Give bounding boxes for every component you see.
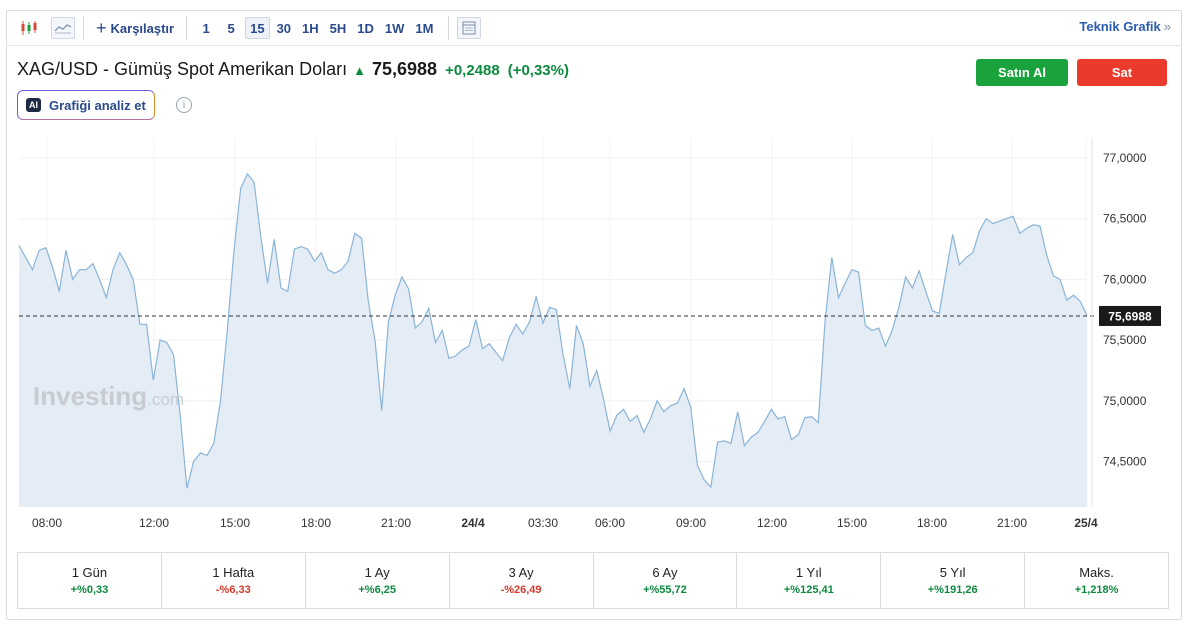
y-axis-tick: 75,0000: [1103, 394, 1147, 408]
x-axis-tick: 24/4: [461, 516, 485, 530]
performance-cell[interactable]: 5 Yıl +%191,26: [881, 553, 1026, 608]
table-view-icon[interactable]: [457, 17, 482, 39]
performance-cell[interactable]: Maks. +1,218%: [1025, 553, 1168, 608]
performance-period: 1 Yıl: [795, 565, 822, 580]
investing-watermark: Investing.com: [33, 381, 184, 411]
last-price-label: 75,6988: [1108, 309, 1152, 323]
period-button-30[interactable]: 30: [276, 20, 292, 36]
performance-cell[interactable]: 3 Ay -%26,49: [450, 553, 594, 608]
performance-period: 1 Gün: [71, 565, 108, 580]
y-axis-tick: 76,0000: [1103, 272, 1147, 286]
last-price: 75,6988: [371, 59, 438, 79]
compare-button[interactable]: + Karşılaştır: [92, 17, 178, 39]
price-change-percent: (+0,33%): [507, 62, 569, 79]
compare-label: Karşılaştır: [110, 20, 175, 36]
performance-value: -%26,49: [500, 584, 542, 596]
toolbar-divider: [83, 16, 84, 40]
period-button-5[interactable]: 5: [227, 20, 235, 36]
performance-value: +%125,41: [783, 584, 834, 596]
x-axis-tick: 18:00: [301, 516, 331, 530]
performance-value: +1,218%: [1074, 584, 1119, 596]
y-axis-tick: 75,5000: [1103, 333, 1147, 347]
period-button-1d[interactable]: 1D: [357, 20, 374, 36]
last-price-marker: [1099, 305, 1161, 326]
double-chevron-right-icon: »: [1163, 19, 1171, 34]
x-axis-tick: 12:00: [757, 516, 787, 530]
analyze-chart-button[interactable]: AI Grafiği analiz et: [17, 90, 155, 120]
y-axis-tick: 76,5000: [1103, 212, 1147, 226]
x-axis-tick: 21:00: [997, 516, 1027, 530]
y-axis-tick: 77,0000: [1103, 151, 1147, 165]
performance-value: +%6,25: [358, 584, 396, 596]
price-chart[interactable]: Investing.com 75,6988 77,0000 76,5000 76,000…: [7, 133, 1181, 538]
toolbar-divider: [186, 16, 188, 40]
x-axis-tick: 06:00: [595, 516, 625, 530]
area-chart-icon[interactable]: [51, 17, 75, 39]
period-button-1h[interactable]: 1H: [302, 20, 319, 36]
performance-value: +%55,72: [643, 584, 687, 596]
performance-period: 6 Ay: [652, 565, 678, 580]
instrument-header: XAG/USD - Gümüş Spot Amerikan Doları ▲ 7…: [17, 59, 569, 80]
performance-cell[interactable]: 1 Ay +%6,25: [306, 553, 450, 608]
sell-button[interactable]: Sat: [1077, 59, 1167, 86]
technical-chart-link[interactable]: Teknik Grafik»: [1079, 19, 1171, 34]
performance-cell[interactable]: 6 Ay +%55,72: [594, 553, 738, 608]
x-axis-tick: 15:00: [837, 516, 867, 530]
performance-period: 3 Ay: [508, 565, 534, 580]
performance-value: +%191,26: [927, 584, 978, 596]
plus-icon: +: [96, 18, 107, 38]
performance-cell[interactable]: 1 Yıl +%125,41: [737, 553, 882, 608]
x-axis-tick: 21:00: [381, 516, 411, 530]
performance-cell[interactable]: 1 Gün +%0,33: [18, 553, 162, 608]
performance-value: +%0,33: [70, 584, 109, 596]
x-axis-tick: 18:00: [917, 516, 947, 530]
price-change: +0,2488: [445, 62, 500, 79]
period-button-1m[interactable]: 1M: [415, 20, 434, 36]
ai-icon: AI: [26, 98, 41, 112]
performance-cell[interactable]: 1 Hafta -%6,33: [162, 553, 306, 608]
period-selector: 1 5 15 30 1H 5H 1D 1W 1M: [195, 17, 440, 39]
performance-period: 1 Hafta: [212, 565, 255, 580]
performance-value: -%6,33: [215, 584, 251, 596]
price-area: [19, 173, 1087, 508]
technical-chart-label: Teknik Grafik: [1079, 19, 1161, 34]
candlestick-icon[interactable]: [17, 17, 41, 39]
period-button-15[interactable]: 15: [245, 17, 270, 39]
instrument-title: XAG/USD - Gümüş Spot Amerikan Doları: [17, 59, 348, 79]
chart-toolbar: + Karşılaştır 1 5 15 30 1H 5H 1D 1W 1M Teknik Gr…: [7, 11, 1181, 46]
x-axis-tick: 12:00: [139, 516, 169, 530]
x-axis-tick: 08:00: [32, 516, 62, 530]
x-axis-tick: 15:00: [220, 516, 250, 530]
up-arrow-icon: ▲: [353, 63, 366, 78]
performance-period: 1 Ay: [364, 565, 390, 580]
chart-widget: + Karşılaştır 1 5 15 30 1H 5H 1D 1W 1M Teknik Gr…: [6, 10, 1182, 620]
analyze-chart-label: Grafiği analiz et: [49, 97, 146, 113]
price-line: [18, 172, 1088, 489]
period-button-5h[interactable]: 5H: [329, 20, 347, 36]
buy-button[interactable]: Satın Al: [976, 59, 1068, 86]
info-icon[interactable]: i: [176, 97, 192, 113]
x-axis-tick: 09:00: [676, 516, 706, 530]
x-axis-tick: 03:30: [528, 516, 558, 530]
period-button-1w[interactable]: 1W: [384, 20, 405, 36]
y-axis-tick: 74,5000: [1103, 455, 1147, 469]
performance-period: 5 Yıl: [939, 565, 966, 580]
x-axis-tick: 25/4: [1074, 516, 1098, 530]
toolbar-divider: [448, 16, 450, 40]
performance-period: Maks.: [1079, 565, 1114, 580]
performance-strip: 1 Gün +%0,33 1 Hafta -%6,33 1 Ay +%6,25 3 Ay -%…: [17, 552, 1169, 609]
period-button-1[interactable]: 1: [202, 20, 210, 36]
